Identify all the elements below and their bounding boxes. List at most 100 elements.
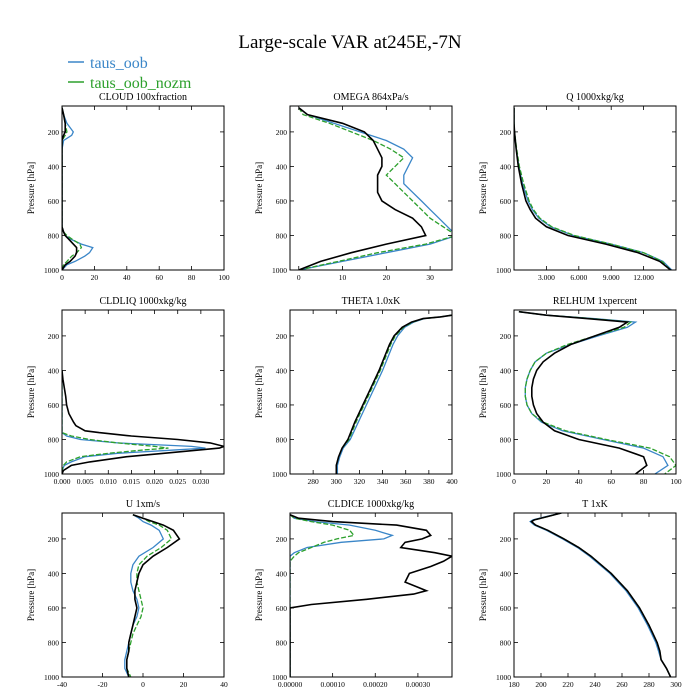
- panel-8: T 1xK Pressure [hPa] 180 200 220 240 260 280 300…: [478, 499, 682, 689]
- series-group: [124, 513, 181, 677]
- legend-label-taus-oob-nozm: taus_oob_nozm: [90, 75, 192, 92]
- y-axis-label: Pressure [hPa]: [254, 162, 264, 214]
- panel-1: OMEGA 864xPa/s Pressure [hPa] 0 10 20 30 200 40…: [254, 92, 453, 282]
- series-line-blue: [336, 314, 452, 474]
- panel-4: THETA 1.0xK Pressure [hPa] 280 300 320 340 360…: [254, 296, 458, 486]
- x-tick-label: 60: [607, 477, 615, 486]
- y-tick-label: 200: [276, 332, 288, 341]
- x-tick-label: 280: [643, 680, 655, 689]
- y-tick-label: 400: [48, 569, 60, 578]
- series-line-black: [62, 370, 224, 474]
- series-line-black: [530, 513, 672, 677]
- y-axis-label: Pressure [hPa]: [478, 569, 488, 621]
- panel-title: OMEGA 864xPa/s: [333, 92, 408, 103]
- x-tick-label: 0: [512, 477, 516, 486]
- series-line-green: [518, 311, 676, 474]
- panel-0: CLOUD 100xfraction Pressure [hPa] 0 20 40 60 8…: [26, 92, 230, 282]
- x-tick-label: 20: [543, 477, 551, 486]
- series-line-green: [290, 514, 356, 677]
- panel-3: CLDLIQ 1000xkg/kg Pressure [hPa] 0.000 0.00…: [26, 296, 225, 486]
- y-tick-label: 1000: [272, 266, 287, 275]
- series-line-blue: [290, 514, 395, 677]
- plot-frame: [513, 309, 677, 475]
- y-tick-label: 800: [276, 231, 288, 240]
- x-tick-label: 6.000: [570, 273, 587, 282]
- y-axis-label: Pressure [hPa]: [254, 366, 264, 418]
- y-tick-label: 1000: [496, 470, 511, 479]
- x-tick-label: 60: [155, 273, 163, 282]
- x-tick-label: 0.00010: [320, 680, 345, 689]
- y-axis-label: Pressure [hPa]: [26, 366, 36, 418]
- y-tick-label: 800: [276, 638, 288, 647]
- panel-grid: CLOUD 100xfraction Pressure [hPa] 0 20 40 60 8…: [26, 92, 682, 689]
- x-tick-label: 300: [670, 680, 682, 689]
- x-tick-label: 20: [180, 680, 188, 689]
- y-tick-label: 400: [500, 162, 512, 171]
- x-tick-label: 100: [218, 273, 230, 282]
- plot-frame: [289, 512, 453, 678]
- y-tick-label: 200: [48, 332, 60, 341]
- series-line-green: [126, 514, 173, 677]
- y-tick-label: 1000: [272, 470, 287, 479]
- y-tick-label: 200: [500, 535, 512, 544]
- y-tick-label: 800: [500, 638, 512, 647]
- x-tick-label: 0.00000: [278, 680, 303, 689]
- y-tick-label: 800: [276, 435, 288, 444]
- series-group: [290, 513, 452, 677]
- x-tick-label: 9.000: [603, 273, 620, 282]
- y-tick-label: 600: [48, 604, 60, 613]
- x-tick-label: 3.000: [538, 273, 555, 282]
- x-tick-label: 0: [297, 273, 301, 282]
- y-tick-label: 1000: [44, 266, 59, 275]
- y-tick-label: 600: [500, 604, 512, 613]
- y-tick-label: 1000: [496, 673, 511, 682]
- y-tick-label: 600: [276, 197, 288, 206]
- x-tick-label: 0.030: [192, 477, 209, 486]
- y-tick-label: 400: [276, 162, 288, 171]
- panel-title: CLDICE 1000xkg/kg: [328, 499, 414, 510]
- series-group: [518, 310, 676, 474]
- y-tick-label: 1000: [272, 673, 287, 682]
- plot-frame: [61, 512, 225, 678]
- y-tick-label: 600: [48, 401, 60, 410]
- y-axis-label: Pressure [hPa]: [26, 569, 36, 621]
- x-tick-label: -20: [98, 680, 108, 689]
- x-tick-label: 100: [670, 477, 682, 486]
- panel-title: U 1xm/s: [126, 499, 160, 510]
- y-tick-label: 400: [500, 366, 512, 375]
- y-tick-label: 200: [48, 535, 60, 544]
- x-tick-label: -40: [57, 680, 67, 689]
- y-axis-label: Pressure [hPa]: [26, 162, 36, 214]
- series-line-blue: [62, 370, 206, 474]
- x-tick-label: 360: [400, 477, 412, 486]
- y-tick-label: 800: [500, 231, 512, 240]
- x-tick-label: 320: [354, 477, 366, 486]
- y-tick-label: 400: [276, 569, 288, 578]
- series-line-green: [62, 370, 169, 474]
- legend-label-taus-oob: taus_oob: [90, 55, 148, 72]
- series-line-blue: [529, 513, 672, 677]
- x-tick-label: 0.000: [54, 477, 71, 486]
- plot-frame: [61, 105, 225, 271]
- y-tick-label: 200: [500, 332, 512, 341]
- series-line-black: [298, 107, 427, 270]
- x-tick-label: 400: [446, 477, 458, 486]
- y-tick-label: 200: [500, 128, 512, 137]
- y-tick-label: 400: [276, 366, 288, 375]
- series-group: [298, 107, 452, 270]
- panel-title: T 1xK: [582, 499, 608, 510]
- x-tick-label: 280: [308, 477, 320, 486]
- x-tick-label: 0.010: [100, 477, 117, 486]
- x-tick-label: 20: [383, 273, 391, 282]
- x-tick-label: 0: [60, 273, 64, 282]
- x-tick-label: 0.005: [77, 477, 94, 486]
- panel-2: Q 1000xkg/kg Pressure [hPa] 3.000 6.000 9.00…: [478, 92, 677, 282]
- plot-frame: [289, 309, 453, 475]
- x-tick-label: 0: [141, 680, 145, 689]
- series-line-green: [298, 107, 452, 270]
- y-axis-label: Pressure [hPa]: [478, 162, 488, 214]
- series-line-green: [530, 513, 672, 677]
- plot-frame: [61, 309, 225, 475]
- y-axis-label: Pressure [hPa]: [254, 569, 264, 621]
